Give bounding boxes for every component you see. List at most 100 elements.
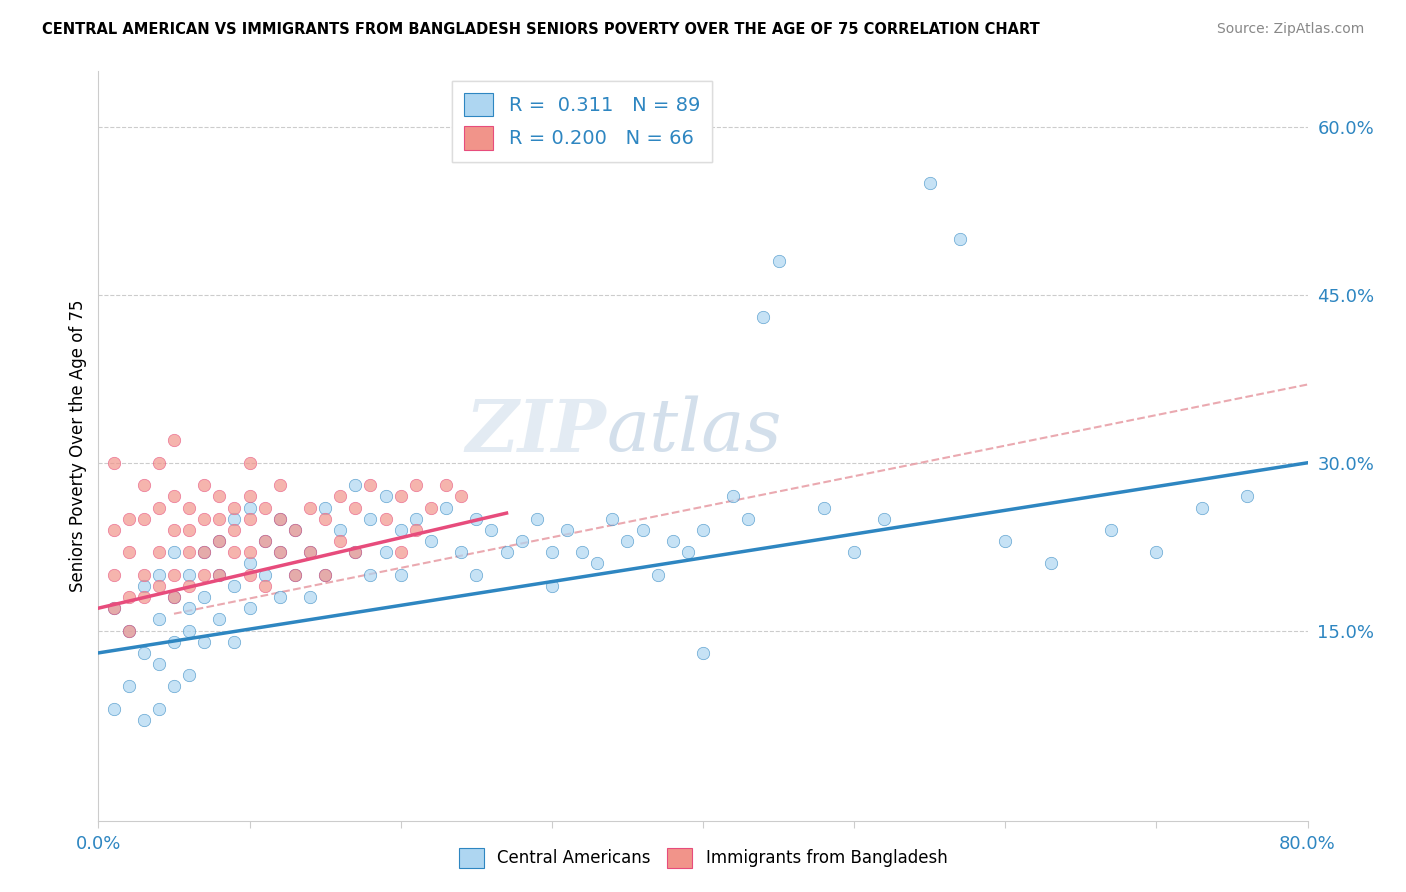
Point xyxy=(844,545,866,559)
Point xyxy=(420,500,443,515)
Point xyxy=(1144,545,1167,559)
Point xyxy=(148,657,170,671)
Point xyxy=(405,511,427,525)
Point xyxy=(299,590,322,604)
Point xyxy=(239,567,262,582)
Point xyxy=(118,545,141,559)
Point xyxy=(284,567,307,582)
Y-axis label: Seniors Poverty Over the Age of 75: Seniors Poverty Over the Age of 75 xyxy=(69,300,87,592)
Point xyxy=(329,489,352,503)
Point xyxy=(179,567,201,582)
Point xyxy=(118,624,141,638)
Point xyxy=(481,523,503,537)
Point xyxy=(163,545,186,559)
Point xyxy=(148,456,170,470)
Point xyxy=(405,478,427,492)
Point xyxy=(389,567,412,582)
Point xyxy=(179,601,201,615)
Point xyxy=(103,601,125,615)
Point xyxy=(434,478,457,492)
Point xyxy=(420,534,443,549)
Point xyxy=(450,489,472,503)
Point xyxy=(1236,489,1258,503)
Point xyxy=(118,511,141,525)
Point xyxy=(374,489,396,503)
Text: CENTRAL AMERICAN VS IMMIGRANTS FROM BANGLADESH SENIORS POVERTY OVER THE AGE OF 7: CENTRAL AMERICAN VS IMMIGRANTS FROM BANG… xyxy=(42,22,1040,37)
Point xyxy=(132,579,155,593)
Point xyxy=(994,534,1017,549)
Point xyxy=(148,612,170,626)
Point xyxy=(616,534,638,549)
Point xyxy=(179,500,201,515)
Point xyxy=(118,680,141,694)
Point xyxy=(314,511,336,525)
Point xyxy=(360,511,382,525)
Point xyxy=(360,478,382,492)
Point xyxy=(193,545,215,559)
Point xyxy=(193,511,215,525)
Point xyxy=(193,567,215,582)
Point xyxy=(329,534,352,549)
Point xyxy=(163,680,186,694)
Point xyxy=(239,511,262,525)
Point xyxy=(510,534,533,549)
Point xyxy=(949,232,972,246)
Text: Source: ZipAtlas.com: Source: ZipAtlas.com xyxy=(1216,22,1364,37)
Point xyxy=(253,534,276,549)
Point xyxy=(555,523,578,537)
Point xyxy=(374,511,396,525)
Point xyxy=(434,500,457,515)
Point xyxy=(299,545,322,559)
Point xyxy=(752,310,775,325)
Point xyxy=(737,511,759,525)
Point xyxy=(1191,500,1213,515)
Point xyxy=(239,456,262,470)
Point xyxy=(132,511,155,525)
Point xyxy=(571,545,593,559)
Point xyxy=(495,545,517,559)
Point xyxy=(239,545,262,559)
Point xyxy=(344,500,367,515)
Point xyxy=(661,534,683,549)
Legend: Central Americans, Immigrants from Bangladesh: Central Americans, Immigrants from Bangl… xyxy=(453,841,953,875)
Point xyxy=(163,434,186,448)
Point xyxy=(103,702,125,716)
Point xyxy=(224,634,246,648)
Point xyxy=(132,590,155,604)
Point xyxy=(269,478,291,492)
Point xyxy=(873,511,896,525)
Point xyxy=(208,489,231,503)
Point xyxy=(132,646,155,660)
Text: atlas: atlas xyxy=(606,396,782,467)
Point xyxy=(253,500,276,515)
Point xyxy=(208,567,231,582)
Point xyxy=(602,511,624,525)
Point xyxy=(344,545,367,559)
Point xyxy=(132,478,155,492)
Point xyxy=(269,590,291,604)
Point xyxy=(179,668,201,682)
Point xyxy=(314,500,336,515)
Point xyxy=(540,579,562,593)
Point xyxy=(179,545,201,559)
Point xyxy=(253,534,276,549)
Point xyxy=(269,545,291,559)
Point xyxy=(239,489,262,503)
Point xyxy=(526,511,548,525)
Point xyxy=(163,590,186,604)
Point xyxy=(148,545,170,559)
Point xyxy=(239,557,262,571)
Point xyxy=(103,601,125,615)
Point xyxy=(224,500,246,515)
Point xyxy=(676,545,699,559)
Point xyxy=(269,511,291,525)
Point xyxy=(344,478,367,492)
Point xyxy=(148,567,170,582)
Point xyxy=(344,545,367,559)
Point xyxy=(813,500,835,515)
Legend: R =  0.311   N = 89, R = 0.200   N = 66: R = 0.311 N = 89, R = 0.200 N = 66 xyxy=(453,81,711,161)
Point xyxy=(208,612,231,626)
Point xyxy=(314,567,336,582)
Point xyxy=(224,545,246,559)
Point xyxy=(586,557,609,571)
